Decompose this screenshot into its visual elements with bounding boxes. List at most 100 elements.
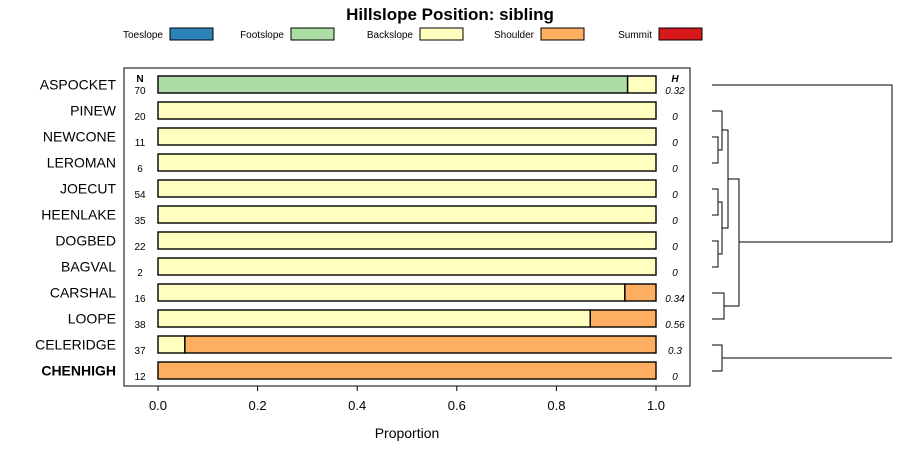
bar-segment-backslope xyxy=(157,309,591,328)
row-n-value: 38 xyxy=(134,320,146,331)
legend-swatch-backslope xyxy=(419,27,464,41)
row-label: LEROMAN xyxy=(47,155,116,171)
bar-row-joecut: JOECUT 54 0 xyxy=(60,179,678,201)
bar-segment-shoulder xyxy=(589,309,657,328)
x-tick-label: 1.0 xyxy=(647,398,665,413)
bar-row-dogbed: DOGBED 22 0 xyxy=(55,231,678,253)
chart-title: Hillslope Position: sibling xyxy=(346,5,554,24)
bar-row-chenhigh: CHENHIGH 12 0 xyxy=(41,361,678,383)
n-header: N xyxy=(136,74,143,85)
x-axis-title: Proportion xyxy=(375,425,440,441)
row-n-value: 20 xyxy=(134,112,146,123)
dendro-merge-dogbed-bagval xyxy=(712,240,719,268)
bar-segment-shoulder xyxy=(624,283,657,302)
bar-segment-backslope xyxy=(157,257,657,276)
dendro-merge-carshal-loope xyxy=(712,292,725,320)
bar-row-heenlake: HEENLAKE 35 0 xyxy=(41,205,678,227)
row-n-value: 11 xyxy=(135,138,146,149)
row-label: ASPOCKET xyxy=(40,77,117,93)
row-label: JOECUT xyxy=(60,181,116,197)
bar-segment-backslope xyxy=(157,283,626,302)
h-header: H xyxy=(671,74,679,85)
x-axis: 0.0 0.2 0.4 0.6 0.8 1.0 xyxy=(149,386,665,413)
row-label: CELERIDGE xyxy=(35,337,116,353)
x-tick-label: 0.4 xyxy=(348,398,366,413)
legend-swatch-footslope xyxy=(290,27,335,41)
row-h-value: 0.32 xyxy=(665,86,685,97)
legend-swatch-toeslope xyxy=(169,27,214,41)
row-h-value: 0.34 xyxy=(665,294,685,305)
row-label: DOGBED xyxy=(55,233,116,249)
bar-segment-backslope xyxy=(157,127,657,146)
dendro-merge-aspocket xyxy=(712,84,893,242)
row-label: CARSHAL xyxy=(50,285,116,301)
row-n-value: 70 xyxy=(134,86,146,97)
bar-row-leroman: LEROMAN 6 0 xyxy=(47,153,678,175)
row-h-value: 0 xyxy=(672,242,678,253)
bar-row-newcone: NEWCONE 11 0 xyxy=(43,127,678,149)
dendro-merge-pinew xyxy=(712,110,723,151)
row-label: NEWCONE xyxy=(43,129,116,145)
bar-segment-backslope xyxy=(157,231,657,250)
bar-segment-backslope xyxy=(157,179,657,198)
row-n-value: 35 xyxy=(134,216,146,227)
dendro-merge-upper-group xyxy=(722,129,729,229)
dendrogram xyxy=(712,84,893,372)
bar-row-carshal: CARSHAL 16 0.34 xyxy=(50,283,685,305)
row-label: CHENHIGH xyxy=(41,363,116,379)
legend-swatch-summit xyxy=(658,27,703,41)
row-h-value: 0 xyxy=(672,112,678,123)
legend-swatch-shoulder xyxy=(540,27,585,41)
legend-label-footslope: Footslope xyxy=(240,30,284,41)
plot-frame xyxy=(123,67,691,387)
x-tick-label: 0.0 xyxy=(149,398,167,413)
bar-row-bagval: BAGVAL 2 0 xyxy=(61,257,678,279)
row-h-value: 0.56 xyxy=(665,320,685,331)
legend-label-shoulder: Shoulder xyxy=(494,30,535,41)
row-n-value: 37 xyxy=(134,346,146,357)
bar-segment-backslope xyxy=(626,75,657,94)
bar-segment-backslope xyxy=(157,335,186,354)
row-label: LOOPE xyxy=(68,311,116,327)
row-h-value: 0 xyxy=(672,268,678,279)
x-tick-label: 0.2 xyxy=(249,398,267,413)
row-n-value: 16 xyxy=(134,294,146,305)
row-n-value: 54 xyxy=(134,190,146,201)
row-label: BAGVAL xyxy=(61,259,116,275)
row-n-value: 22 xyxy=(134,242,146,253)
bar-row-aspocket: ASPOCKET 70 0.32 xyxy=(40,75,685,97)
row-n-value: 12 xyxy=(134,372,146,383)
row-n-value: 2 xyxy=(137,268,143,279)
bar-segment-backslope xyxy=(157,205,657,224)
bar-row-loope: LOOPE 38 0.56 xyxy=(68,309,685,331)
legend-label-toeslope: Toeslope xyxy=(123,30,163,41)
legend-label-backslope: Backslope xyxy=(367,30,414,41)
x-tick-label: 0.6 xyxy=(448,398,466,413)
bar-segment-backslope xyxy=(157,153,657,172)
row-h-value: 0 xyxy=(672,372,678,383)
dendro-merge-middle xyxy=(724,178,740,307)
x-tick-label: 0.8 xyxy=(547,398,565,413)
bar-row-celeridge: CELERIDGE 37 0.3 xyxy=(35,335,682,357)
row-label: HEENLAKE xyxy=(41,207,116,223)
row-h-value: 0 xyxy=(672,190,678,201)
legend-label-summit: Summit xyxy=(618,30,652,41)
bar-row-pinew: PINEW 20 0 xyxy=(70,101,678,123)
bar-segment-shoulder xyxy=(157,361,657,380)
bar-segment-footslope xyxy=(157,75,629,94)
row-n-value: 6 xyxy=(137,164,143,175)
row-h-value: 0.3 xyxy=(668,346,682,357)
row-h-value: 0 xyxy=(672,164,678,175)
dendro-merge-celeridge-chenhigh xyxy=(712,344,723,372)
dendro-merge-newcone-leroman xyxy=(712,136,719,164)
row-h-value: 0 xyxy=(672,138,678,149)
row-h-value: 0 xyxy=(672,216,678,227)
bar-segment-shoulder xyxy=(184,335,657,354)
bar-segment-backslope xyxy=(157,101,657,120)
row-label: PINEW xyxy=(70,103,117,119)
dendro-merge-joecut-heenlake xyxy=(712,188,719,216)
legend: Toeslope Footslope Backslope Shoulder Summit xyxy=(123,27,703,41)
dendro-merge-joecut-group xyxy=(718,201,723,255)
